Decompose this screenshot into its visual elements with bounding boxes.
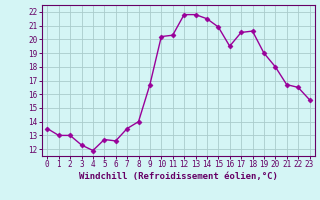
- X-axis label: Windchill (Refroidissement éolien,°C): Windchill (Refroidissement éolien,°C): [79, 172, 278, 181]
